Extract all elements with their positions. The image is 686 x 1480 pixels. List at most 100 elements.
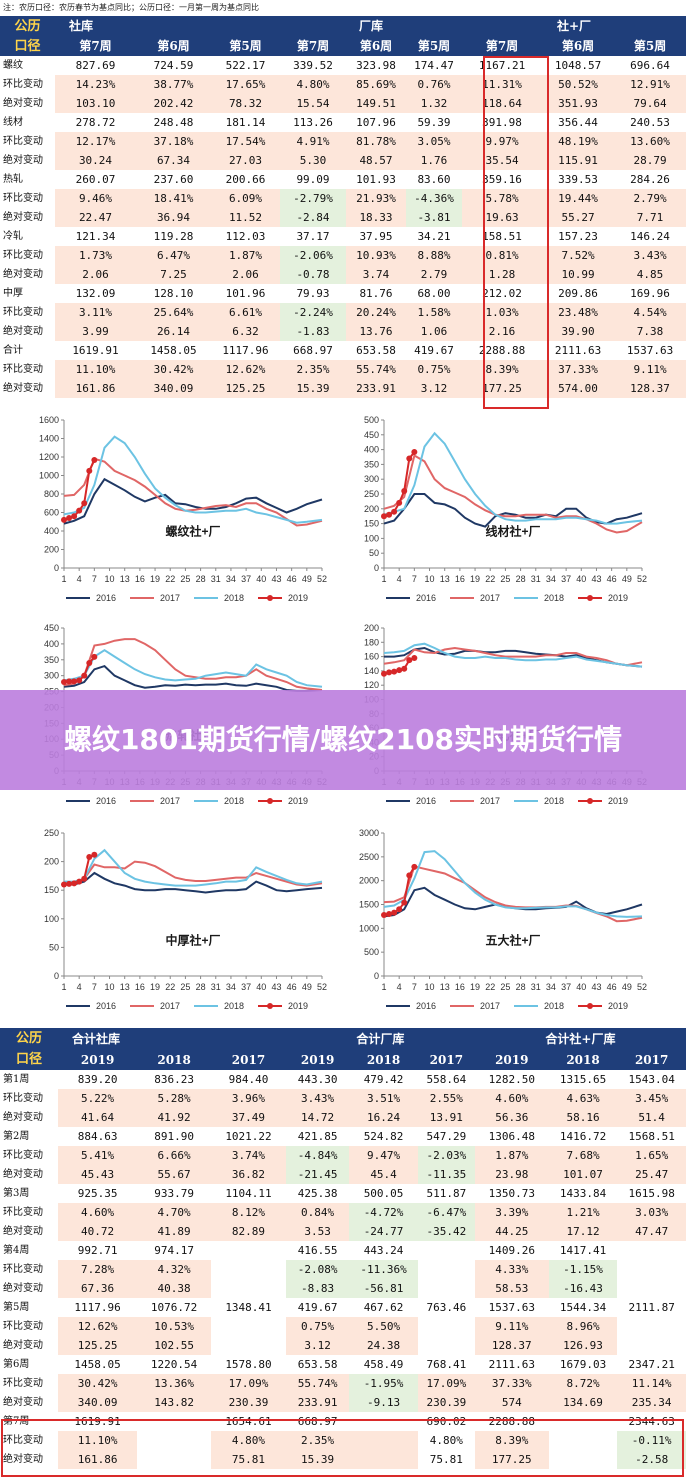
table-cell [211, 1317, 286, 1336]
table-cell: 45.4 [349, 1165, 418, 1184]
table-cell: 1.06 [406, 322, 463, 341]
table-cell: 51.4 [617, 1108, 686, 1127]
table-cell: 4.33% [474, 1260, 549, 1279]
y-tick-label: 1000 [39, 471, 59, 481]
table-cell: 55.67 [137, 1165, 212, 1184]
table-cell: 1.65% [617, 1146, 686, 1165]
legend-label: 2019 [288, 1001, 308, 1011]
table-row: 环比变动 30.42% 13.36% 17.09% 55.74% -1.95% 17.09%… [0, 1374, 686, 1393]
data-point-2019 [406, 872, 413, 879]
data-point-2019 [91, 653, 98, 660]
table-cell: -2.08% [285, 1260, 350, 1279]
x-tick-label: 16 [135, 982, 145, 992]
y-tick-label: 1400 [39, 434, 59, 444]
group-header: 合计厂库 [285, 1028, 475, 1049]
table-cell [211, 1279, 286, 1298]
x-tick-label: 43 [271, 574, 281, 584]
table-cell: 8.39% [474, 1431, 549, 1450]
x-tick-label: 28 [196, 982, 206, 992]
legend-label: 2016 [96, 1001, 116, 1011]
y-tick-label: 1600 [39, 415, 59, 425]
table-cell: 212.02 [462, 284, 543, 303]
table-cell: 12.17% [55, 132, 136, 151]
table-cell: 6.47% [136, 246, 211, 265]
y-tick-label: 300 [44, 671, 59, 681]
table-cell: 0.75% [285, 1317, 350, 1336]
legend-label: 2016 [96, 796, 116, 806]
table-cell: 574.00 [542, 379, 615, 398]
data-point-2019 [91, 457, 98, 464]
x-tick-label: 28 [516, 574, 526, 584]
y-tick-label: 450 [44, 623, 59, 633]
legend-label: 2017 [480, 593, 500, 603]
table-cell: 340.09 [58, 1393, 138, 1412]
series-line-2017 [63, 860, 323, 887]
row-label: 线材 [0, 113, 55, 132]
table-row: 环比变动 11.10% 4.80% 2.35% 4.80% 8.39% -0.11% [0, 1431, 686, 1450]
table-cell: 419.67 [285, 1298, 350, 1317]
data-point-2019 [411, 655, 418, 662]
table-cell: 339.52 [280, 56, 346, 75]
table-cell: 1167.21 [462, 56, 543, 75]
table-cell: 2111.63 [542, 341, 615, 360]
row-label: 绝对变动 [0, 1336, 59, 1355]
weekly-inventory-table: 公历 社库 厂库 社+厂 口径 第7周 第6周 第5周 第7周 第6周 第5周 第7周 第6周… [0, 16, 686, 398]
group-header: 社+厂 [462, 16, 686, 36]
legend-label: 2018 [544, 796, 564, 806]
table-cell: 4.60% [58, 1203, 138, 1222]
table-cell: 2.55% [417, 1089, 475, 1108]
data-point-2019 [61, 679, 67, 686]
table-cell: 6.61% [211, 303, 280, 322]
table-cell: 233.91 [346, 379, 406, 398]
table-row: 中厚 132.09 128.10 101.96 79.93 81.76 68.00 212.0… [0, 284, 686, 303]
column-header: 2017 [211, 1049, 286, 1070]
table-cell: 128.37 [614, 379, 686, 398]
legend-label: 2019 [608, 796, 628, 806]
row-label: 第2周 [0, 1127, 59, 1146]
table-cell: 416.55 [285, 1241, 350, 1260]
table-cell: 1537.63 [474, 1298, 549, 1317]
table-cell: -11.35 [417, 1165, 475, 1184]
table-cell: 421.85 [285, 1127, 350, 1146]
table-cell: 128.10 [136, 284, 211, 303]
y-tick-label: 450 [364, 430, 379, 440]
table-cell: 1021.22 [211, 1127, 286, 1146]
x-tick-label: 31 [211, 574, 221, 584]
table-cell: 119.28 [136, 227, 211, 246]
table-cell: 4.32% [137, 1260, 212, 1279]
y-tick-label: 250 [364, 489, 379, 499]
table-cell: 3.74% [211, 1146, 286, 1165]
table-row: 环比变动 1.73% 6.47% 1.87% -2.06% 10.93% 8.88% 0.81… [0, 246, 686, 265]
table-cell: 11.52 [211, 208, 280, 227]
table-cell: 7.28% [58, 1260, 138, 1279]
chart-title: 螺纹社+厂 [165, 523, 220, 538]
legend-label: 2018 [224, 796, 244, 806]
table-cell: 8.39% [462, 360, 543, 379]
x-tick-label: 49 [302, 574, 312, 584]
table-cell: -2.58 [617, 1450, 686, 1469]
row-label: 环比变动 [0, 75, 55, 94]
table-cell: 323.98 [346, 56, 406, 75]
table-cell: 4.63% [548, 1089, 618, 1108]
table-cell: 41.89 [137, 1222, 212, 1241]
table-cell: 9.47% [349, 1146, 418, 1165]
table-cell: 19.44% [542, 189, 615, 208]
table-cell: 14.72 [285, 1108, 350, 1127]
x-tick-label: 13 [120, 574, 130, 584]
table-cell: 67.36 [58, 1279, 138, 1298]
table-cell: 24.38 [349, 1336, 418, 1355]
table-row: 第1周 839.20 836.23 984.40 443.30 479.42 558.64 1… [0, 1070, 686, 1089]
table-cell: 4.80% [211, 1431, 286, 1450]
table-cell: -4.36% [406, 189, 463, 208]
table-cell: 48.57 [346, 151, 406, 170]
table-cell: 240.53 [614, 113, 686, 132]
table-cell: 121.34 [55, 227, 136, 246]
table-cell: 75.81 [211, 1450, 286, 1469]
table-cell: -11.36% [349, 1260, 418, 1279]
data-point-2019 [396, 906, 403, 913]
x-tick-label: 19 [150, 982, 160, 992]
table-cell: 107.96 [346, 113, 406, 132]
y-tick-label: 400 [364, 445, 379, 455]
y-tick-label: 0 [54, 971, 59, 981]
table-cell: 4.54% [614, 303, 686, 322]
